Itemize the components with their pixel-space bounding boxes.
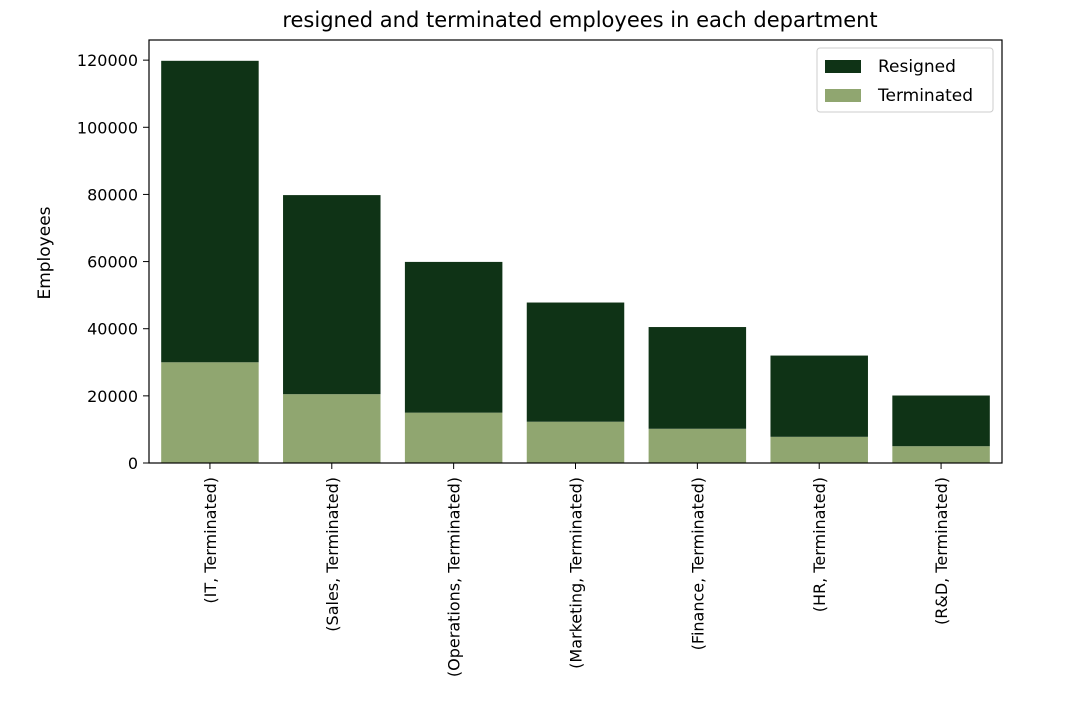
bar-terminated-1: [283, 394, 381, 463]
y-tick-label-0: 0: [128, 454, 138, 473]
plot-area: (IT, Terminated) (Sales, Terminated) (Oper…: [77, 39, 1003, 677]
chart-title: resigned and terminated employees in eac…: [282, 8, 877, 32]
bar-terminated-2: [404, 412, 503, 463]
x-tick-label-1: (Sales, Terminated): [323, 477, 342, 632]
axes-frame: [148, 39, 1003, 464]
bar-terminated-4: [648, 428, 747, 463]
x-tick-label-5: (HR, Terminated): [810, 477, 829, 612]
bar-resigned-5: [770, 355, 868, 437]
legend-label-resigned: Resigned: [878, 57, 956, 77]
x-tick-label-6: (R&D, Terminated): [932, 477, 951, 625]
x-tick-label-4: (Finance, Terminated): [688, 477, 707, 650]
bar-resigned-1: [283, 195, 381, 395]
y-tick-label-2: 40000: [87, 320, 138, 339]
y-axis-label: Employees: [35, 206, 55, 299]
legend-swatch-resigned: [825, 60, 861, 73]
bar-resigned-0: [161, 60, 259, 363]
y-tick-label-3: 60000: [87, 253, 138, 272]
legend-label-terminated: Terminated: [877, 86, 973, 106]
x-tick-label-0: (IT, Terminated): [201, 477, 220, 604]
legend-swatch-terminated: [825, 89, 861, 102]
y-tick-label-5: 100000: [77, 118, 138, 137]
bar-terminated-6: [892, 446, 990, 463]
bar-resigned-6: [892, 395, 990, 447]
y-tick-label-6: 120000: [77, 51, 138, 70]
y-tick-label-4: 80000: [87, 185, 138, 204]
bar-resigned-4: [648, 327, 747, 429]
x-tick-label-3: (Marketing, Terminated): [567, 477, 586, 669]
legend: Resigned Terminated: [816, 47, 994, 113]
bar-terminated-5: [770, 436, 868, 463]
bar-resigned-3: [526, 302, 625, 422]
bar-resigned-2: [404, 261, 503, 413]
y-tick-label-1: 20000: [87, 387, 138, 406]
x-tick-label-2: (Operations, Terminated): [445, 477, 464, 677]
bar-terminated-3: [526, 421, 625, 463]
bar-terminated-0: [161, 362, 259, 463]
